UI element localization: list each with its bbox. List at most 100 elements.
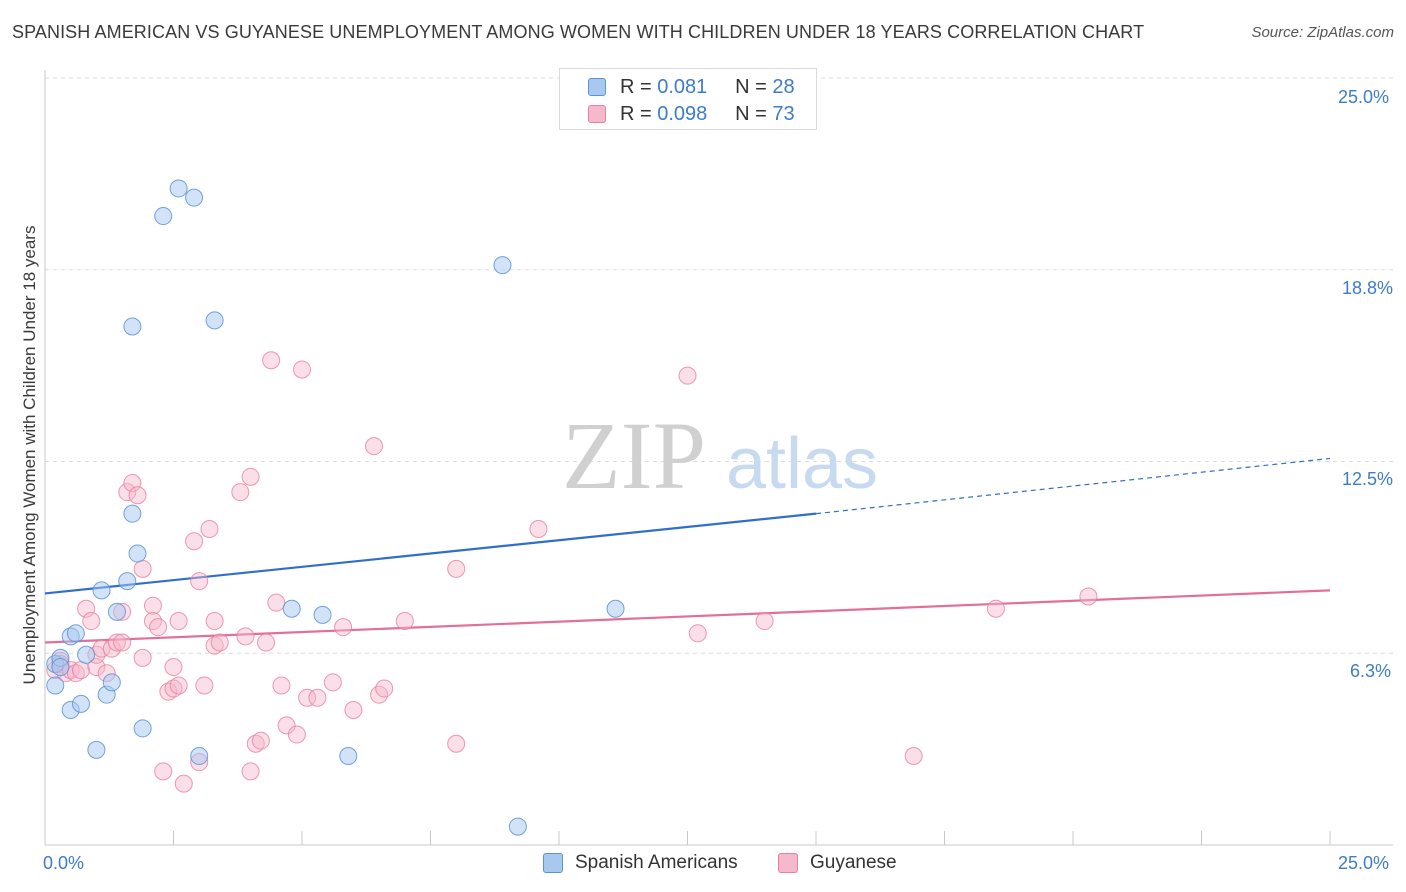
spanish-americans-point xyxy=(190,747,209,766)
guyanese-point xyxy=(154,762,173,781)
guyanese-point xyxy=(169,676,188,695)
guyanese-point xyxy=(267,593,286,612)
spanish-americans-point xyxy=(508,817,527,836)
spanish-americans-point xyxy=(87,740,106,759)
guyanese-point xyxy=(133,559,152,578)
legend-n-value: 73 xyxy=(772,103,795,125)
guyanese-point xyxy=(71,661,90,680)
guyanese-point xyxy=(205,636,224,655)
guyanese-point xyxy=(82,612,101,631)
spanish-americans-point xyxy=(133,719,152,738)
guyanese-point xyxy=(241,467,260,486)
guyanese-point xyxy=(688,624,707,643)
guyanese-point xyxy=(190,572,209,591)
spanish-americans-point xyxy=(282,599,301,618)
guyanese-point xyxy=(210,633,229,652)
guyanese-point xyxy=(185,532,204,551)
guyanese-point xyxy=(447,559,466,578)
spanish-americans-point xyxy=(46,676,65,695)
guyanese-point xyxy=(231,483,250,502)
guyanese-point xyxy=(298,688,317,707)
guyanese-point xyxy=(395,612,414,631)
legend-n-label: N = xyxy=(735,76,767,98)
spanish-americans-point xyxy=(71,694,90,713)
guyanese-point xyxy=(174,774,193,793)
trend-lines xyxy=(44,457,1331,644)
blue-swatch xyxy=(588,78,606,96)
guyanese-point xyxy=(262,351,281,370)
x-tick-label-max: 25.0% xyxy=(1338,853,1390,873)
guyanese-point xyxy=(149,618,168,637)
guyanese-point xyxy=(236,627,255,646)
spanish-americans-trend-line xyxy=(44,512,817,595)
guyanese-point xyxy=(308,688,327,707)
guyanese-point xyxy=(159,682,178,701)
guyanese-point xyxy=(529,519,548,538)
y-tick-label-6-3: 6.3% xyxy=(1350,661,1392,681)
guyanese-point xyxy=(113,633,132,652)
legend-r-label: R = xyxy=(620,103,652,125)
legend-r-label: R = xyxy=(620,76,652,98)
guyanese-point xyxy=(251,731,270,750)
spanish-americans-point xyxy=(185,188,204,207)
guyanese-point xyxy=(755,612,774,631)
guyanese-point xyxy=(1079,587,1098,606)
spanish-americans-point xyxy=(606,599,625,618)
bottom-legend-label: Spanish Americans xyxy=(575,852,738,873)
legend-n-value: 28 xyxy=(772,76,795,98)
spanish-americans-point xyxy=(123,317,142,336)
spanish-americans-point xyxy=(118,572,137,591)
spanish-americans-point xyxy=(102,673,121,692)
guyanese-point xyxy=(904,747,923,766)
pink-swatch xyxy=(778,853,798,873)
spanish-americans-point xyxy=(107,602,126,621)
correlation-legend: R = 0.081 N = 28 R = 0.098 N = 73 xyxy=(559,68,817,130)
guyanese-point xyxy=(200,519,219,538)
guyanese-point xyxy=(323,673,342,692)
guyanese-point xyxy=(143,596,162,615)
guyanese-trend-line xyxy=(44,589,1331,644)
guyanese-point xyxy=(272,676,291,695)
y-tick-label-12-5: 12.5% xyxy=(1342,469,1394,489)
guyanese-point xyxy=(344,701,363,720)
axes xyxy=(44,70,1393,846)
spanish-americans-point xyxy=(493,256,512,275)
guyanese-point xyxy=(92,639,111,658)
guyanese-point xyxy=(257,633,276,652)
watermark-atlas: atlas xyxy=(726,424,878,504)
spanish-americans-point xyxy=(128,544,147,563)
guyanese-point xyxy=(375,679,394,698)
guyanese-point xyxy=(447,734,466,753)
spanish-americans-point xyxy=(339,747,358,766)
guyanese-point xyxy=(277,716,296,735)
guyanese-point xyxy=(66,664,85,683)
guyanese-point xyxy=(107,633,126,652)
blue-swatch xyxy=(543,853,563,873)
guyanese-point xyxy=(164,679,183,698)
guyanese-point xyxy=(128,486,147,505)
guyanese-point xyxy=(986,599,1005,618)
pink-swatch xyxy=(588,105,606,123)
spanish-americans-point xyxy=(51,658,70,677)
spanish-americans-point xyxy=(154,207,173,226)
legend-r-value: 0.098 xyxy=(657,103,708,125)
legend-n-label: N = xyxy=(735,103,767,125)
source-credit: Source: ZipAtlas.com xyxy=(1251,24,1394,41)
spanish-americans-point xyxy=(92,581,111,600)
chart-title: SPANISH AMERICAN VS GUYANESE UNEMPLOYMEN… xyxy=(12,22,1145,42)
guyanese-point xyxy=(678,366,697,385)
guyanese-point xyxy=(246,734,265,753)
guyanese-point xyxy=(364,437,383,456)
spanish-americans-point xyxy=(313,605,332,624)
spanish-americans-point xyxy=(205,311,224,330)
guyanese-point xyxy=(293,360,311,379)
x-tick-label-min: 0.0% xyxy=(43,853,85,873)
spanish-americans-point xyxy=(66,624,85,643)
guyanese-point xyxy=(87,658,106,677)
guyanese-point xyxy=(195,676,214,695)
y-axis-label: Unemployment Among Women with Children U… xyxy=(20,225,39,685)
y-tick-label-25: 25.0% xyxy=(1338,87,1390,107)
spanish-americans-point xyxy=(77,645,96,664)
guyanese-point xyxy=(287,725,306,744)
